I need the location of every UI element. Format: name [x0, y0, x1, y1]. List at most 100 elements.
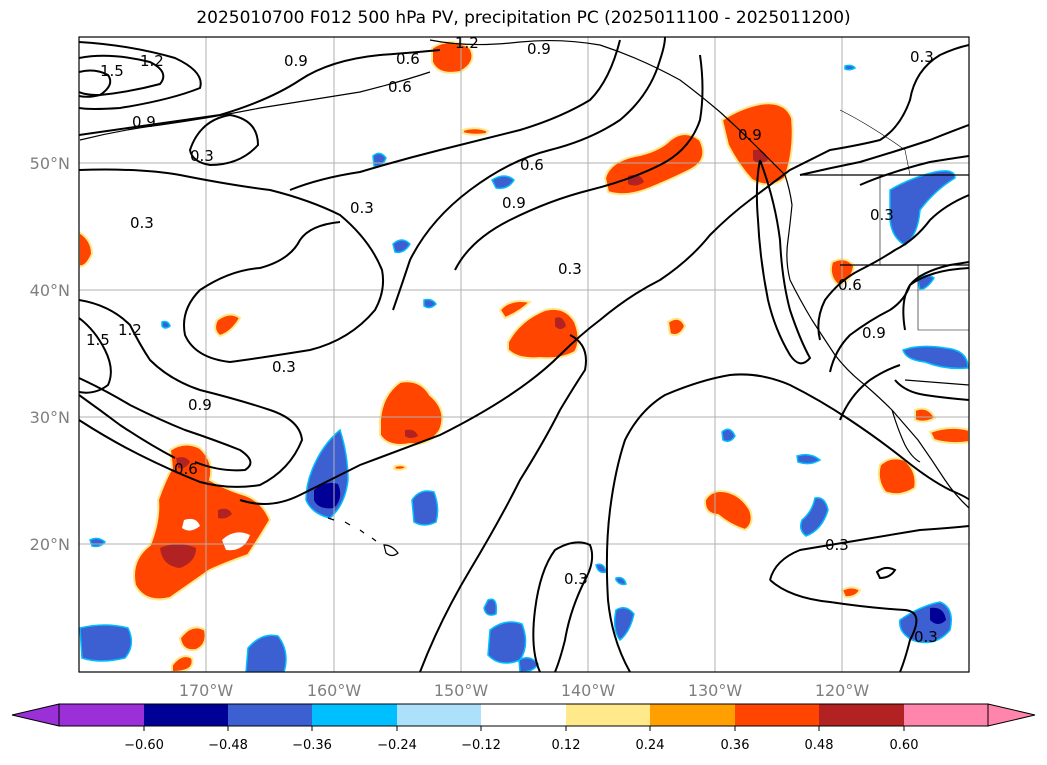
- precip-neg-blob: [392, 239, 411, 254]
- colorbar: −0.60 −0.48 −0.36 −0.24 −0.12 0.12 0.24 …: [11, 703, 1036, 753]
- precip-blob: [840, 586, 862, 599]
- map-border: [78, 36, 970, 673]
- contour-label: 1.2: [455, 34, 479, 52]
- precip-blob: [928, 426, 969, 445]
- contour-label: 0.3: [910, 48, 934, 66]
- precip-neg-blob: [613, 607, 635, 642]
- colorbar-segment: [819, 704, 904, 726]
- contour-label: 0.9: [502, 194, 526, 212]
- precip-core: [218, 508, 232, 519]
- colorbar-tick-label: 0.48: [805, 738, 834, 753]
- lon-label: 170°W: [179, 681, 234, 700]
- precip-neg-blob: [483, 598, 498, 616]
- precip-neg-blob: [487, 621, 527, 664]
- contour-label: 1.5: [100, 62, 124, 80]
- pv-contour: [79, 299, 304, 488]
- colorbar-extend-low: [11, 703, 60, 727]
- border-state: [917, 265, 969, 331]
- pv-contour: [454, 54, 704, 271]
- contour-label: 0.3: [350, 199, 374, 217]
- precip-core: [753, 149, 768, 163]
- contour-label: 0.3: [130, 214, 154, 232]
- colorbar-tick-label: 0.36: [721, 738, 750, 753]
- pv-contour: [79, 168, 385, 364]
- pv-contour: [532, 541, 594, 672]
- contour-labels: 1.2 1.5 0.9 0.3 0.9 0.6 0.6 0.9 0.3 0.3 …: [86, 34, 938, 646]
- pv-contours: [79, 37, 969, 672]
- colorbar-segment: [735, 704, 820, 726]
- latitude-labels: 50°N 40°N 30°N 20°N: [30, 154, 70, 554]
- contour-label: 0.6: [520, 156, 544, 174]
- pv-contour: [755, 159, 812, 365]
- precip-neg-blob: [796, 453, 822, 465]
- pv-contour: [79, 69, 112, 98]
- colorbar-segment: [397, 704, 482, 726]
- pv-contour: [839, 364, 901, 421]
- precip-blob: [79, 230, 94, 268]
- lon-label: 160°W: [307, 681, 362, 700]
- colorbar-tick-label: −0.36: [292, 738, 332, 753]
- coastline-alaska: [429, 39, 786, 176]
- pv-contour: [894, 379, 969, 401]
- precip-blob: [431, 41, 474, 74]
- precip-neg-blob: [161, 320, 171, 329]
- lat-label: 30°N: [30, 408, 70, 427]
- precip-blob: [379, 380, 444, 446]
- precip-neg-blob: [615, 576, 627, 586]
- colorbar-tick-label: −0.60: [124, 738, 164, 753]
- pv-contour: [875, 566, 897, 580]
- pv-contour: [799, 124, 969, 176]
- colorbar-ticks: [143, 726, 905, 731]
- contour-label: 0.9: [527, 40, 551, 58]
- lat-label: 20°N: [30, 535, 70, 554]
- coastline-baja: [891, 409, 921, 463]
- precip-neg-blob: [79, 624, 133, 662]
- precip-hole: [222, 532, 250, 551]
- contour-label: 1.5: [86, 331, 110, 349]
- pv-contour: [829, 261, 969, 373]
- precip-neg-blob: [844, 64, 857, 71]
- contour-label: 0.3: [558, 260, 582, 278]
- pv-contour: [79, 377, 252, 472]
- precip-neg-core: [930, 607, 946, 624]
- pv-contour: [79, 394, 176, 459]
- pv-contour: [289, 39, 621, 191]
- colorbar-extend-high: [987, 703, 1036, 727]
- contour-label: 0.3: [825, 536, 849, 554]
- colorbar-tick-label: −0.24: [377, 738, 417, 753]
- contour-label: 0.9: [188, 396, 212, 414]
- pv-contour: [605, 373, 969, 672]
- precip-neg-blob: [902, 345, 969, 370]
- precip-blob: [178, 626, 207, 652]
- colorbar-tick-label: 0.60: [890, 738, 919, 753]
- precip-core: [160, 544, 196, 568]
- pv-contour: [419, 334, 587, 672]
- pv-contour: [79, 54, 165, 97]
- precip-blob: [498, 300, 533, 320]
- contour-label: 0.9: [284, 52, 308, 70]
- precip-blob: [214, 313, 242, 338]
- pv-contour: [79, 49, 441, 136]
- pv-contour: [392, 37, 666, 311]
- coastline-bc: [784, 174, 836, 356]
- pv-contour: [79, 317, 112, 394]
- border-state: [839, 109, 911, 176]
- colorbar-tick-label: 0.24: [636, 738, 665, 753]
- precip-blob: [703, 490, 753, 532]
- contour-label: 0.6: [388, 78, 412, 96]
- precip-blob: [392, 464, 408, 471]
- contour-label: 0.9: [132, 113, 156, 131]
- coastline-california: [834, 354, 969, 509]
- contour-label: 0.3: [564, 570, 588, 588]
- contour-label: 0.3: [272, 358, 296, 376]
- colorbar-segment: [228, 704, 313, 726]
- coastline-aleutians: [79, 71, 431, 141]
- precip-core-layer: [160, 149, 768, 568]
- pv-contour: [769, 525, 969, 581]
- lon-label: 140°W: [561, 681, 616, 700]
- contour-label: 0.9: [862, 324, 886, 342]
- precip-blob: [462, 127, 490, 136]
- precip-neg-blob: [491, 175, 515, 190]
- pv-contour: [769, 579, 918, 672]
